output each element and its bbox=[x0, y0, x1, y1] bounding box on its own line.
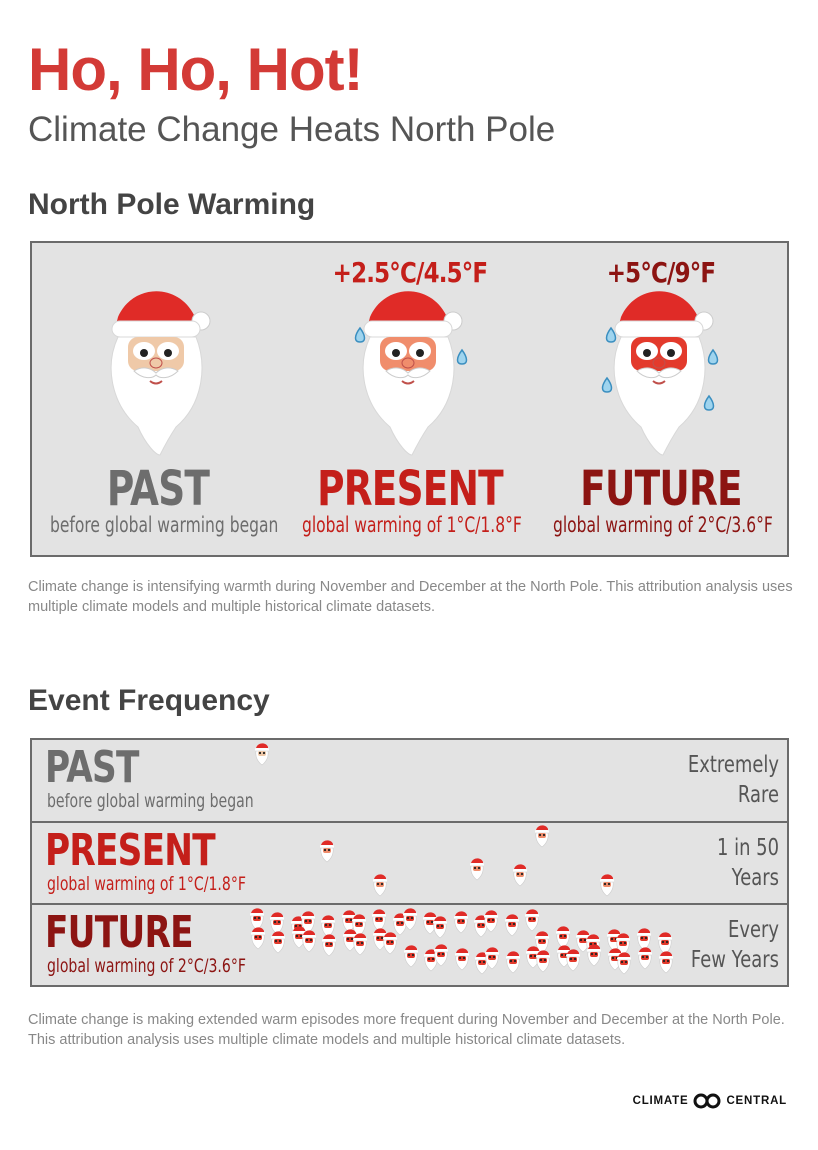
frequency-line: Few Years bbox=[690, 947, 779, 973]
mini-santa-icon bbox=[484, 946, 500, 975]
mini-santa-icon bbox=[301, 929, 317, 958]
era-description: before global warming began bbox=[47, 790, 254, 812]
page-subtitle: Climate Change Heats North Pole bbox=[28, 110, 556, 149]
frequency-row-future: FUTURE global warming of 2°C/3.6°F Every… bbox=[32, 903, 787, 986]
frequency-heading: Event Frequency bbox=[28, 684, 270, 717]
frequency-line: Years bbox=[731, 865, 779, 891]
era-label: PRESENT bbox=[45, 825, 216, 876]
mini-santa-icon bbox=[423, 948, 439, 977]
mini-santa-icon bbox=[469, 857, 485, 886]
mini-santa-icon bbox=[535, 949, 551, 978]
mini-santa-icon bbox=[636, 927, 652, 956]
santa-icon bbox=[110, 291, 211, 456]
mini-santa-icon bbox=[524, 908, 540, 937]
mini-santa-icon bbox=[291, 925, 307, 954]
warming-column-past: PAST before global warming began bbox=[32, 243, 284, 555]
frequency-note: Climate change is making extended warm e… bbox=[28, 1012, 785, 1048]
mini-santa-icon bbox=[371, 908, 387, 937]
mini-santa-icon bbox=[615, 932, 631, 961]
delta-label: +2.5°C/4.5°F bbox=[332, 256, 488, 289]
warming-heading: North Pole Warming bbox=[28, 188, 316, 221]
mini-santa-icon bbox=[319, 839, 335, 868]
mini-santa-icon bbox=[534, 824, 550, 853]
era-description: global warming of 2°C/3.6°F bbox=[552, 513, 773, 537]
page-title: Ho, Ho, Hot! bbox=[28, 36, 364, 103]
frequency-line: Every bbox=[728, 917, 779, 943]
climate-central-logo: CLIMATE CENTRAL bbox=[633, 1093, 787, 1109]
mini-santa-icon bbox=[565, 948, 581, 977]
frequency-panel: PAST before global warming began Extreme… bbox=[30, 738, 789, 987]
santa-icon bbox=[354, 291, 468, 456]
era-description: global warming of 2°C/3.6°F bbox=[47, 955, 246, 977]
frequency-row-present: PRESENT global warming of 1°C/1.8°F 1 in… bbox=[32, 821, 787, 904]
mini-santa-icon bbox=[254, 742, 270, 771]
logo-text: CENTRAL bbox=[726, 1095, 787, 1107]
mini-santa-icon bbox=[483, 909, 499, 938]
era-label: PAST bbox=[45, 742, 139, 793]
frequency-label: 1 in 50 Years bbox=[670, 833, 779, 893]
mini-santa-icon bbox=[512, 863, 528, 892]
frequency-line: Rare bbox=[737, 782, 779, 808]
mini-santa-icon bbox=[392, 912, 408, 941]
frequency-row-past: PAST before global warming began Extreme… bbox=[32, 740, 787, 821]
mini-santa-icon bbox=[505, 950, 521, 979]
mini-santa-icon bbox=[658, 950, 674, 979]
warming-column-present: +2.5°C/4.5°F PRESENT global warming of 1… bbox=[284, 243, 536, 555]
era-label: FUTURE bbox=[580, 461, 742, 517]
mini-santa-icon bbox=[372, 873, 388, 902]
warming-panel: PAST before global warming began +2.5°C/… bbox=[30, 241, 789, 557]
mini-santa-icon bbox=[300, 910, 316, 939]
mini-santa-icon bbox=[453, 910, 469, 939]
mini-santa-icon bbox=[504, 913, 520, 942]
warming-note: Climate change is intensifying warmth du… bbox=[28, 579, 793, 615]
mini-santa-icon bbox=[269, 911, 285, 940]
mini-santa-icon bbox=[352, 932, 368, 961]
era-description: global warming of 1°C/1.8°F bbox=[47, 873, 246, 895]
mini-santa-icon bbox=[250, 926, 266, 955]
era-label: PRESENT bbox=[317, 461, 504, 517]
mini-santa-icon bbox=[657, 931, 673, 960]
mini-santa-icon bbox=[586, 943, 602, 972]
mini-santa-icon bbox=[637, 946, 653, 975]
logo-text: CLIMATE bbox=[632, 1095, 689, 1107]
mini-santa-icon bbox=[599, 873, 615, 902]
santa-icon bbox=[601, 291, 719, 456]
era-description: before global warming began bbox=[49, 513, 279, 537]
mini-santa-icon bbox=[382, 931, 398, 960]
mini-santa-icon bbox=[321, 933, 337, 962]
mini-santa-icon bbox=[454, 947, 470, 976]
era-label: FUTURE bbox=[45, 907, 194, 958]
mini-santa-icon bbox=[575, 929, 591, 958]
mini-santa-icon bbox=[534, 930, 550, 959]
delta-label: +5°C/9°F bbox=[606, 256, 716, 289]
frequency-line: 1 in 50 bbox=[716, 835, 779, 861]
era-label: PAST bbox=[106, 461, 210, 517]
mini-santa-icon bbox=[402, 907, 418, 936]
era-description: global warming of 1°C/1.8°F bbox=[301, 513, 522, 537]
mini-santa-icon bbox=[372, 927, 388, 956]
mini-santa-icon bbox=[433, 943, 449, 972]
mini-santa-icon bbox=[270, 930, 286, 959]
mini-santa-icon bbox=[351, 913, 367, 942]
mini-santa-icon bbox=[403, 944, 419, 973]
warming-column-future: +5°C/9°F FUTURE global warming of 2°C/3.… bbox=[535, 243, 787, 555]
mini-santa-icon bbox=[616, 951, 632, 980]
frequency-line: Extremely bbox=[687, 752, 779, 778]
mini-santa-icon bbox=[432, 915, 448, 944]
frequency-label: Every Few Years bbox=[670, 915, 779, 975]
mini-santa-icon bbox=[249, 907, 265, 936]
mini-santa-icon bbox=[320, 914, 336, 943]
frequency-label: Extremely Rare bbox=[670, 750, 779, 810]
mini-santa-icon bbox=[525, 945, 541, 974]
logo-rings-icon bbox=[693, 1093, 721, 1109]
